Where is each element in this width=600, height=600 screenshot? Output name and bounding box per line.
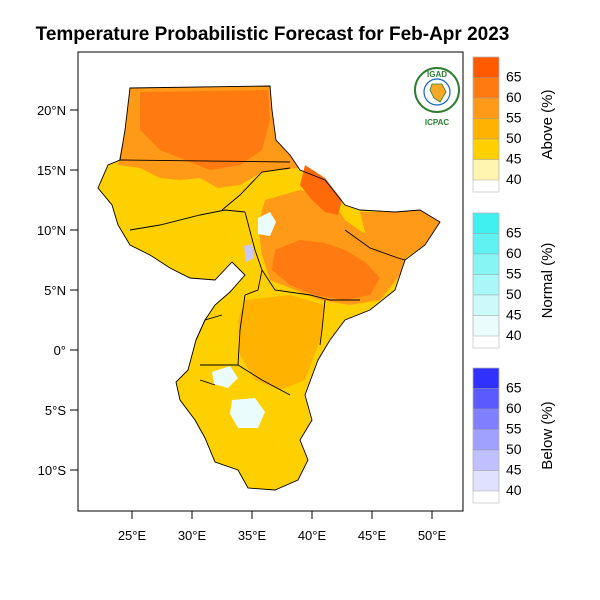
colorbar-level-label: 60 <box>506 400 522 416</box>
colorbar-segment <box>472 315 500 337</box>
region-above-60-north <box>140 90 270 170</box>
country-borders <box>97 85 441 491</box>
logo-top-text: IGAD <box>427 70 447 79</box>
colorbar-level-label: 60 <box>506 89 522 105</box>
colorbar-segment <box>472 56 500 78</box>
region-above-60-ethiopia <box>272 240 380 300</box>
region-normal-patch-3 <box>230 398 265 428</box>
logo-bottom-text: ICPAC <box>425 118 450 127</box>
colorbar-frame <box>472 56 500 193</box>
lat-tick-label: 20°N <box>37 103 66 118</box>
region-above-50-kenya <box>238 295 325 390</box>
region-base-yellow <box>98 86 440 490</box>
lon-tick-label: 50°E <box>418 528 447 543</box>
colorbar-level-label: 50 <box>506 286 522 302</box>
lat-axis: 20°N 15°N 10°N 5°N 0° 5°S 10°S <box>37 103 78 478</box>
colorbar-segment <box>472 97 500 119</box>
colorbar-level-label: 55 <box>506 110 522 126</box>
colorbar-title: Normal (%) <box>539 243 556 319</box>
colorbar-level-label: 65 <box>506 380 522 396</box>
colorbar-segment <box>472 470 500 492</box>
igad-icpac-logo: IGAD ICPAC <box>414 67 460 127</box>
colorbar-level-label: 40 <box>506 327 522 343</box>
colorbar-level-label: 50 <box>506 130 522 146</box>
colorbar-segment <box>472 408 500 430</box>
lat-tick-label: 0° <box>54 343 66 358</box>
lat-tick-label: 10°N <box>37 223 66 238</box>
colorbars: 65 60 55 50 45 40 Above (%) 65 60 55 50 45 40 Normal … <box>472 56 556 504</box>
region-above-60-eritrea <box>300 165 342 215</box>
lon-tick-label: 35°E <box>238 528 267 543</box>
colorbar-level-label: 40 <box>506 482 522 498</box>
colorbar-level-label: 55 <box>506 266 522 282</box>
colorbar-segment <box>472 212 500 234</box>
colorbar-frame <box>472 212 500 349</box>
colorbar-level-label: 40 <box>506 171 522 187</box>
lat-tick-label: 15°N <box>37 163 66 178</box>
colorbar-level-label: 55 <box>506 421 522 437</box>
colorbar-level-label: 45 <box>506 151 522 167</box>
lat-tick-label: 10°S <box>38 463 67 478</box>
colorbar-level-label: 65 <box>506 69 522 85</box>
colorbar-level-label: 60 <box>506 245 522 261</box>
colorbar-segment <box>472 159 500 181</box>
lon-tick-label: 45°E <box>358 528 387 543</box>
colorbar-segment <box>472 449 500 471</box>
colorbar-level-label: 45 <box>506 462 522 478</box>
colorbar-segment <box>472 367 500 389</box>
region-normal-patch-1 <box>258 212 276 236</box>
colorbar-title: Below (%) <box>539 401 556 469</box>
lon-tick-label: 25°E <box>118 528 147 543</box>
colorbar-level-label: 65 <box>506 225 522 241</box>
region-below-patch <box>244 244 254 262</box>
lon-tick-label: 40°E <box>298 528 327 543</box>
lon-axis: 25°E 30°E 35°E 40°E 45°E 50°E <box>118 511 447 543</box>
map-title: Temperature Probabilistic Forecast for F… <box>35 24 510 45</box>
region-above-55-somalia <box>360 210 440 258</box>
lat-tick-label: 5°S <box>45 403 66 418</box>
colorbar-segment <box>472 138 500 160</box>
colorbar-segment <box>472 253 500 275</box>
colorbar-segment <box>472 118 500 140</box>
colorbar-segment <box>472 233 500 255</box>
colorbar-segment <box>472 77 500 99</box>
colorbar-segment <box>472 274 500 296</box>
colorbar-segment <box>472 388 500 410</box>
region-normal-patch-2 <box>212 366 238 388</box>
lat-tick-label: 5°N <box>44 283 66 298</box>
lon-tick-label: 30°E <box>178 528 207 543</box>
colorbar-title: Above (%) <box>539 89 556 159</box>
colorbar-segment <box>472 429 500 451</box>
colorbar-segment <box>472 294 500 316</box>
colorbar-level-label: 45 <box>506 307 522 323</box>
colorbar-level-label: 50 <box>506 441 522 457</box>
colorbar-frame <box>472 367 500 504</box>
